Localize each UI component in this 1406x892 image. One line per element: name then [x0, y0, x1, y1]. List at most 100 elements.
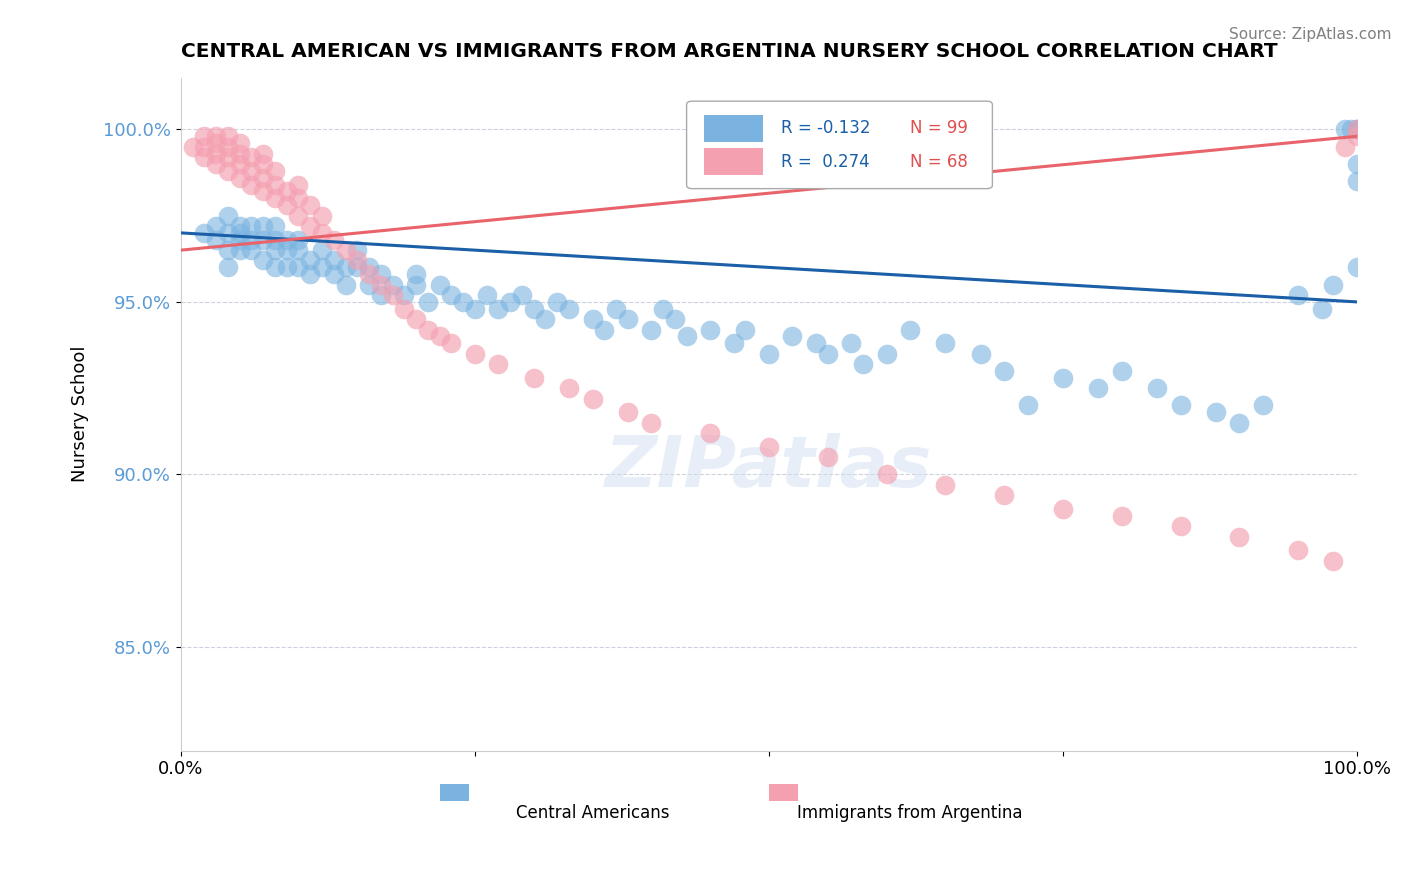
Central Americans	[1346, 122, 1368, 136]
Central Americans	[193, 226, 215, 240]
Central Americans	[898, 322, 921, 336]
Immigrants from Argentina	[1286, 543, 1309, 558]
Central Americans	[370, 288, 392, 302]
Central Americans	[287, 233, 309, 247]
Immigrants from Argentina	[252, 185, 274, 199]
Central Americans	[782, 329, 804, 343]
Immigrants from Argentina	[217, 163, 239, 178]
Immigrants from Argentina	[335, 243, 357, 257]
Immigrants from Argentina	[193, 139, 215, 153]
Immigrants from Argentina	[558, 381, 581, 395]
Immigrants from Argentina	[322, 233, 344, 247]
Immigrants from Argentina	[1322, 554, 1344, 568]
Central Americans	[723, 336, 745, 351]
Central Americans	[593, 322, 616, 336]
Text: N = 68: N = 68	[910, 153, 967, 170]
Central Americans	[1322, 277, 1344, 292]
Immigrants from Argentina	[581, 392, 603, 406]
Central Americans	[394, 288, 416, 302]
Central Americans	[1146, 381, 1168, 395]
Immigrants from Argentina	[205, 136, 228, 150]
Central Americans	[664, 312, 686, 326]
Central Americans	[1052, 371, 1074, 385]
Central Americans	[405, 268, 427, 282]
Central Americans	[276, 233, 298, 247]
Immigrants from Argentina	[228, 157, 250, 171]
Central Americans	[276, 243, 298, 257]
Central Americans	[287, 243, 309, 257]
Immigrants from Argentina	[228, 170, 250, 185]
Bar	[704, 148, 763, 175]
Central Americans	[311, 260, 333, 275]
Text: CENTRAL AMERICAN VS IMMIGRANTS FROM ARGENTINA NURSERY SCHOOL CORRELATION CHART: CENTRAL AMERICAN VS IMMIGRANTS FROM ARGE…	[181, 42, 1278, 61]
Central Americans	[534, 312, 557, 326]
Central Americans	[1205, 405, 1227, 419]
Central Americans	[240, 219, 263, 233]
Immigrants from Argentina	[1170, 519, 1192, 533]
Immigrants from Argentina	[287, 191, 309, 205]
Central Americans	[475, 288, 498, 302]
Immigrants from Argentina	[1334, 139, 1357, 153]
Immigrants from Argentina	[464, 346, 486, 360]
Immigrants from Argentina	[381, 288, 404, 302]
Text: Immigrants from Argentina: Immigrants from Argentina	[797, 805, 1022, 822]
Immigrants from Argentina	[1227, 530, 1250, 544]
Immigrants from Argentina	[240, 150, 263, 164]
Immigrants from Argentina	[416, 322, 439, 336]
Central Americans	[734, 322, 756, 336]
Central Americans	[675, 329, 697, 343]
Immigrants from Argentina	[1346, 122, 1368, 136]
Central Americans	[993, 364, 1015, 378]
Central Americans	[804, 336, 827, 351]
Central Americans	[876, 346, 898, 360]
Central Americans	[264, 219, 287, 233]
Central Americans	[252, 253, 274, 268]
Immigrants from Argentina	[181, 139, 204, 153]
Central Americans	[405, 277, 427, 292]
Central Americans	[523, 301, 546, 316]
Central Americans	[1340, 122, 1362, 136]
Central Americans	[357, 277, 380, 292]
Central Americans	[934, 336, 956, 351]
Immigrants from Argentina	[276, 198, 298, 212]
Central Americans	[228, 233, 250, 247]
Central Americans	[276, 260, 298, 275]
Text: R = -0.132: R = -0.132	[780, 119, 870, 137]
Central Americans	[322, 268, 344, 282]
Central Americans	[252, 233, 274, 247]
Immigrants from Argentina	[264, 178, 287, 192]
Central Americans	[1087, 381, 1109, 395]
Central Americans	[699, 322, 721, 336]
Immigrants from Argentina	[287, 178, 309, 192]
Central Americans	[299, 268, 322, 282]
FancyBboxPatch shape	[686, 101, 993, 188]
Central Americans	[1170, 399, 1192, 413]
Immigrants from Argentina	[264, 191, 287, 205]
Text: N = 99: N = 99	[910, 119, 967, 137]
Immigrants from Argentina	[252, 157, 274, 171]
Central Americans	[581, 312, 603, 326]
Immigrants from Argentina	[523, 371, 546, 385]
Central Americans	[499, 294, 522, 309]
Immigrants from Argentina	[1052, 502, 1074, 516]
Central Americans	[335, 277, 357, 292]
Immigrants from Argentina	[640, 416, 662, 430]
Central Americans	[558, 301, 581, 316]
Immigrants from Argentina	[486, 357, 509, 371]
Central Americans	[264, 260, 287, 275]
Central Americans	[758, 346, 780, 360]
Central Americans	[205, 233, 228, 247]
Text: ZIPatlas: ZIPatlas	[605, 434, 932, 502]
Central Americans	[1346, 260, 1368, 275]
Text: Source: ZipAtlas.com: Source: ZipAtlas.com	[1229, 27, 1392, 42]
Central Americans	[264, 243, 287, 257]
Central Americans	[605, 301, 627, 316]
Central Americans	[217, 226, 239, 240]
Central Americans	[370, 268, 392, 282]
Immigrants from Argentina	[617, 405, 640, 419]
Immigrants from Argentina	[205, 129, 228, 144]
Immigrants from Argentina	[217, 150, 239, 164]
Central Americans	[346, 243, 368, 257]
Immigrants from Argentina	[193, 150, 215, 164]
Central Americans	[640, 322, 662, 336]
